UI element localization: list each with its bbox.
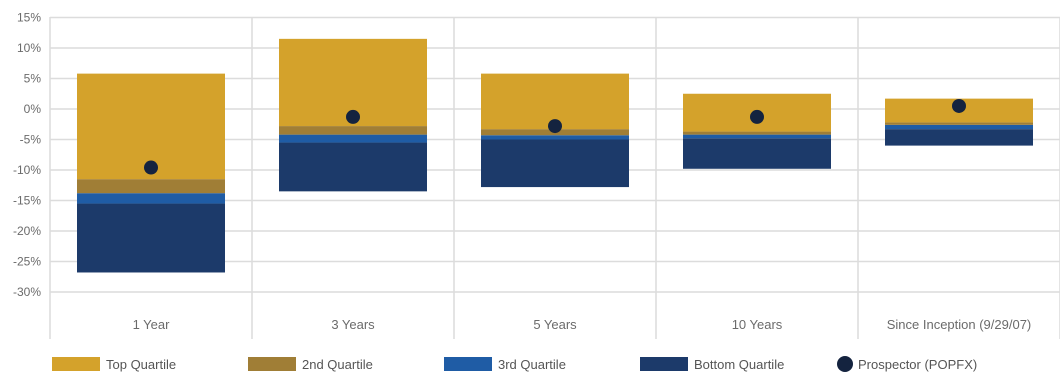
bar-second-quartile bbox=[683, 131, 831, 135]
bar-second-quartile bbox=[77, 179, 225, 194]
bar-third-quartile bbox=[77, 193, 225, 204]
prospector-point bbox=[750, 109, 764, 124]
legend-marker bbox=[837, 356, 853, 372]
bar-third-quartile bbox=[885, 124, 1033, 130]
bar-second-quartile bbox=[885, 122, 1033, 125]
legend-label: 3rd Quartile bbox=[498, 357, 566, 372]
prospector-point bbox=[144, 160, 158, 175]
legend-swatch bbox=[444, 357, 492, 371]
legend-swatch bbox=[52, 357, 100, 371]
y-tick-label: -15% bbox=[13, 194, 41, 208]
bar-bottom-quartile bbox=[279, 142, 427, 192]
x-category-label: Since Inception (9/29/07) bbox=[887, 317, 1032, 332]
bar-third-quartile bbox=[481, 135, 629, 140]
legend-swatch bbox=[640, 357, 688, 371]
quartile-bars bbox=[77, 38, 1033, 273]
y-tick-label: 0% bbox=[24, 102, 42, 116]
x-category-label: 10 Years bbox=[732, 317, 783, 332]
bar-bottom-quartile bbox=[885, 129, 1033, 146]
y-tick-label: -30% bbox=[13, 285, 41, 299]
x-axis-categories: 1 Year 3 Years 5 Years 10 Years Since Incept… bbox=[133, 317, 1032, 332]
bar-bottom-quartile bbox=[683, 138, 831, 169]
legend-label: Bottom Quartile bbox=[694, 357, 784, 372]
y-tick-label: -20% bbox=[13, 224, 41, 238]
prospector-point bbox=[548, 119, 562, 134]
y-tick-label: 10% bbox=[17, 41, 41, 55]
y-tick-label: 15% bbox=[17, 11, 41, 25]
legend: Top Quartile 2nd Quartile 3rd Quartile Bott… bbox=[52, 356, 977, 372]
prospector-point bbox=[346, 109, 360, 124]
y-axis-ticks: 15% 10% 5% 0% -5% -10% -15% -20% -25% -30% bbox=[13, 11, 41, 300]
x-category-label: 3 Years bbox=[331, 317, 375, 332]
legend-label: 2nd Quartile bbox=[302, 357, 373, 372]
legend-label: Prospector (POPFX) bbox=[858, 357, 977, 372]
prospector-markers bbox=[144, 98, 966, 175]
y-tick-label: 5% bbox=[24, 72, 42, 86]
y-tick-label: -5% bbox=[20, 133, 42, 147]
x-category-label: 1 Year bbox=[133, 317, 171, 332]
y-tick-label: -25% bbox=[13, 255, 41, 269]
bar-bottom-quartile bbox=[77, 203, 225, 273]
y-tick-label: -10% bbox=[13, 163, 41, 177]
legend-swatch bbox=[248, 357, 296, 371]
legend-label: Top Quartile bbox=[106, 357, 176, 372]
bar-third-quartile bbox=[279, 134, 427, 143]
bar-third-quartile bbox=[683, 134, 831, 139]
x-category-label: 5 Years bbox=[533, 317, 577, 332]
prospector-point bbox=[952, 98, 966, 113]
bar-second-quartile bbox=[279, 126, 427, 135]
bar-bottom-quartile bbox=[481, 139, 629, 188]
